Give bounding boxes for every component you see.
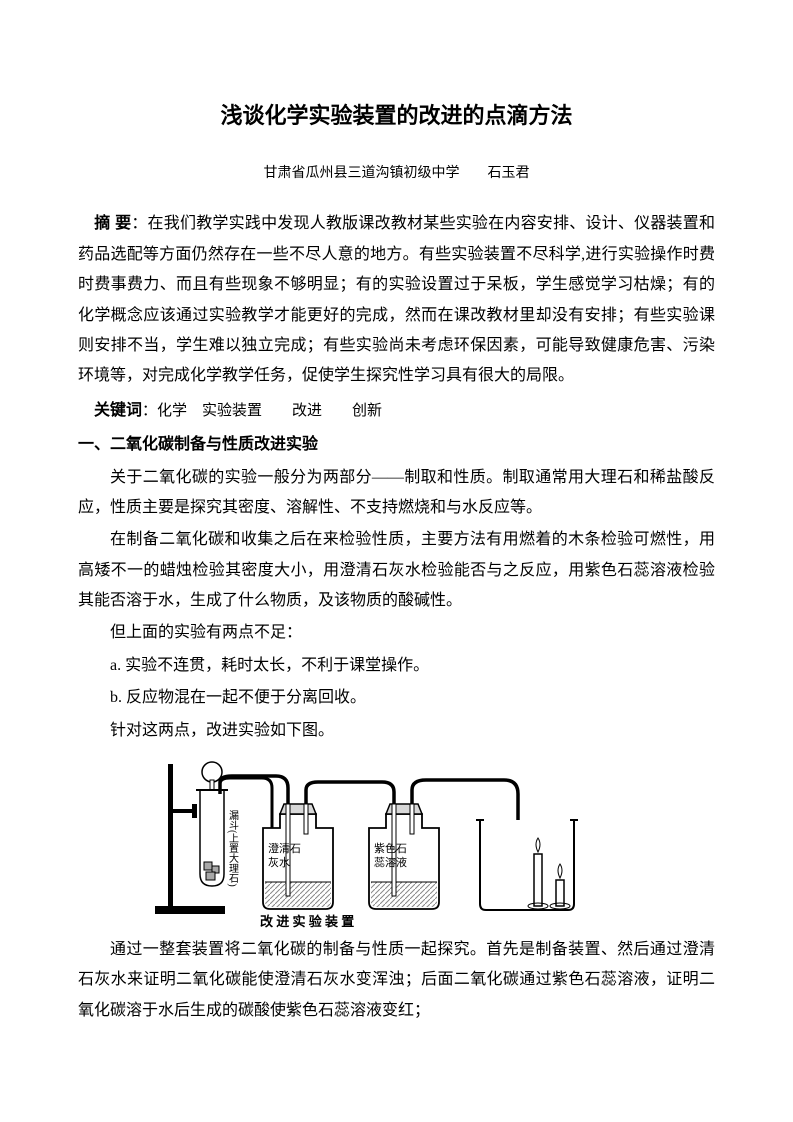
svg-text:改 进 实 验 装 置: 改 进 实 验 装 置 — [260, 914, 354, 929]
svg-text:澄清石: 澄清石 — [268, 841, 301, 855]
svg-text:蕊溶液: 蕊溶液 — [374, 855, 407, 869]
keywords-items: ：化学 实验装置 改进 创新 — [142, 403, 382, 419]
author-line: 甘肃省瓜州县三道沟镇初级中学 石玉君 — [78, 161, 715, 188]
section-heading-1: 一、二氧化碳制备与性质改进实验 — [78, 430, 715, 460]
keywords-label: 关键词 — [78, 402, 142, 419]
paragraph-1: 关于二氧化碳的实验一般分为两部分——制取和性质。制取通常用大理石和稀盐酸反应，性… — [78, 463, 715, 524]
svg-text:漏斗(上置大理石): 漏斗(上置大理石) — [227, 810, 239, 887]
list-item-b: b. 反应物混在一起不便于分离回收。 — [78, 683, 715, 713]
svg-text:紫色石: 紫色石 — [374, 841, 407, 855]
paragraph-2: 在制备二氧化碳和收集之后在来检验性质，主要方法有用燃着的木条检验可燃性，用高矮不… — [78, 525, 715, 616]
paragraph-3: 但上面的实验有两点不足： — [78, 618, 715, 648]
abstract-block: 摘 要：在我们教学实践中发现人教版课改教材某些实验在内容安排、设计、仪器装置和药… — [78, 209, 715, 391]
paragraph-5: 通过一整套装置将二氧化碳的制备与性质一起探究。首先是制备装置、然后通过澄清石灰水… — [78, 935, 715, 1026]
abstract-text: ：在我们教学实践中发现人教版课改教材某些实验在内容安排、设计、仪器装置和药品选配… — [78, 215, 715, 384]
keywords-block: 关键词：化学 实验装置 改进 创新 — [78, 396, 715, 426]
svg-text:灰水: 灰水 — [268, 855, 290, 869]
list-item-a: a. 实验不连贯，耗时太长，不利于课堂操作。 — [78, 651, 715, 681]
paragraph-4: 针对这两点，改进实验如下图。 — [78, 716, 715, 746]
apparatus-figure: 澄清石灰水 紫色石蕊溶液 漏斗(上置大理石) 改 进 实 验 装 置 — [150, 754, 715, 929]
paper-title: 浅谈化学实验装置的改进的点滴方法 — [78, 95, 715, 137]
abstract-label: 摘 要 — [78, 215, 131, 232]
